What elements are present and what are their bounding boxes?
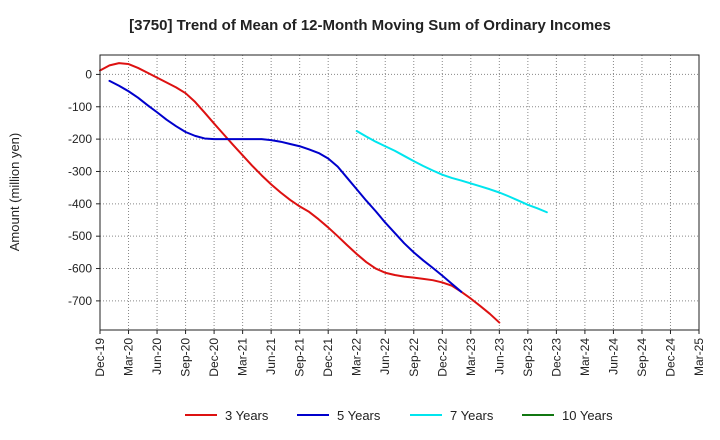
x-tick-label: Jun-24 xyxy=(606,338,620,375)
x-tick-label: Jun-23 xyxy=(492,338,506,375)
x-tick-label: Dec-23 xyxy=(549,338,563,377)
y-tick-label: -600 xyxy=(68,262,92,276)
x-tick-label: Sep-24 xyxy=(635,338,649,377)
x-tick-label: Mar-21 xyxy=(236,338,250,376)
x-tick-label: Mar-25 xyxy=(692,338,706,376)
x-tick-label: Mar-24 xyxy=(578,338,592,376)
x-tick-label: Dec-20 xyxy=(207,338,221,377)
x-tick-label: Dec-21 xyxy=(321,338,335,377)
x-axis-ticks: Dec-19 Mar-20 Jun-20 Sep-20 Dec-20 Mar-21 Jun-… xyxy=(93,330,706,377)
x-tick-label: Sep-20 xyxy=(179,338,193,377)
series-line-3-years xyxy=(99,62,501,324)
y-tick-label: -700 xyxy=(68,294,92,308)
series-line-7-years xyxy=(355,130,548,214)
legend-label-10-years: 10 Years xyxy=(562,408,613,423)
x-tick-label: Sep-23 xyxy=(521,338,535,377)
x-tick-label: Sep-21 xyxy=(293,338,307,377)
x-tick-label: Jun-20 xyxy=(150,338,164,375)
plot-frame xyxy=(99,54,700,331)
y-tick-label: -200 xyxy=(68,132,92,146)
x-tick-label: Jun-21 xyxy=(264,338,278,375)
legend-label-3-years: 3 Years xyxy=(225,408,269,423)
y-tick-label: 0 xyxy=(85,67,92,81)
x-tick-label: Sep-22 xyxy=(407,338,421,377)
legend-label-5-years: 5 Years xyxy=(337,408,381,423)
x-tick-label: Dec-22 xyxy=(435,338,449,377)
x-tick-label: Dec-24 xyxy=(663,338,677,377)
legend-label-7-years: 7 Years xyxy=(450,408,494,423)
grid-layer xyxy=(99,55,700,330)
x-tick-label: Mar-23 xyxy=(464,338,478,376)
x-tick-label: Mar-20 xyxy=(122,338,136,376)
x-tick-label: Mar-22 xyxy=(350,338,364,376)
x-tick-label: Jun-22 xyxy=(378,338,392,375)
y-tick-label: -500 xyxy=(68,229,92,243)
series-line-5-years xyxy=(108,79,463,293)
legend: 3 Years 5 Years 7 Years 10 Years xyxy=(185,408,613,423)
series-layer xyxy=(99,62,548,324)
x-tick-label: Dec-19 xyxy=(93,338,107,377)
y-tick-label: -300 xyxy=(68,164,92,178)
y-axis-ticks: 0 -100 -200 -300 -400 -500 -600 -700 xyxy=(68,67,100,308)
y-axis-label: Amount (million yen) xyxy=(7,133,22,252)
y-tick-label: -100 xyxy=(68,100,92,114)
chart-title: [3750] Trend of Mean of 12-Month Moving … xyxy=(129,17,611,34)
y-tick-label: -400 xyxy=(68,197,92,211)
